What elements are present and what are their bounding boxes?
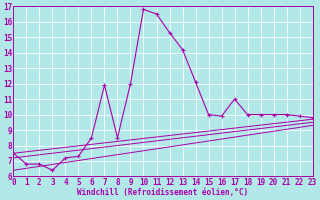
X-axis label: Windchill (Refroidissement éolien,°C): Windchill (Refroidissement éolien,°C): [77, 188, 249, 197]
